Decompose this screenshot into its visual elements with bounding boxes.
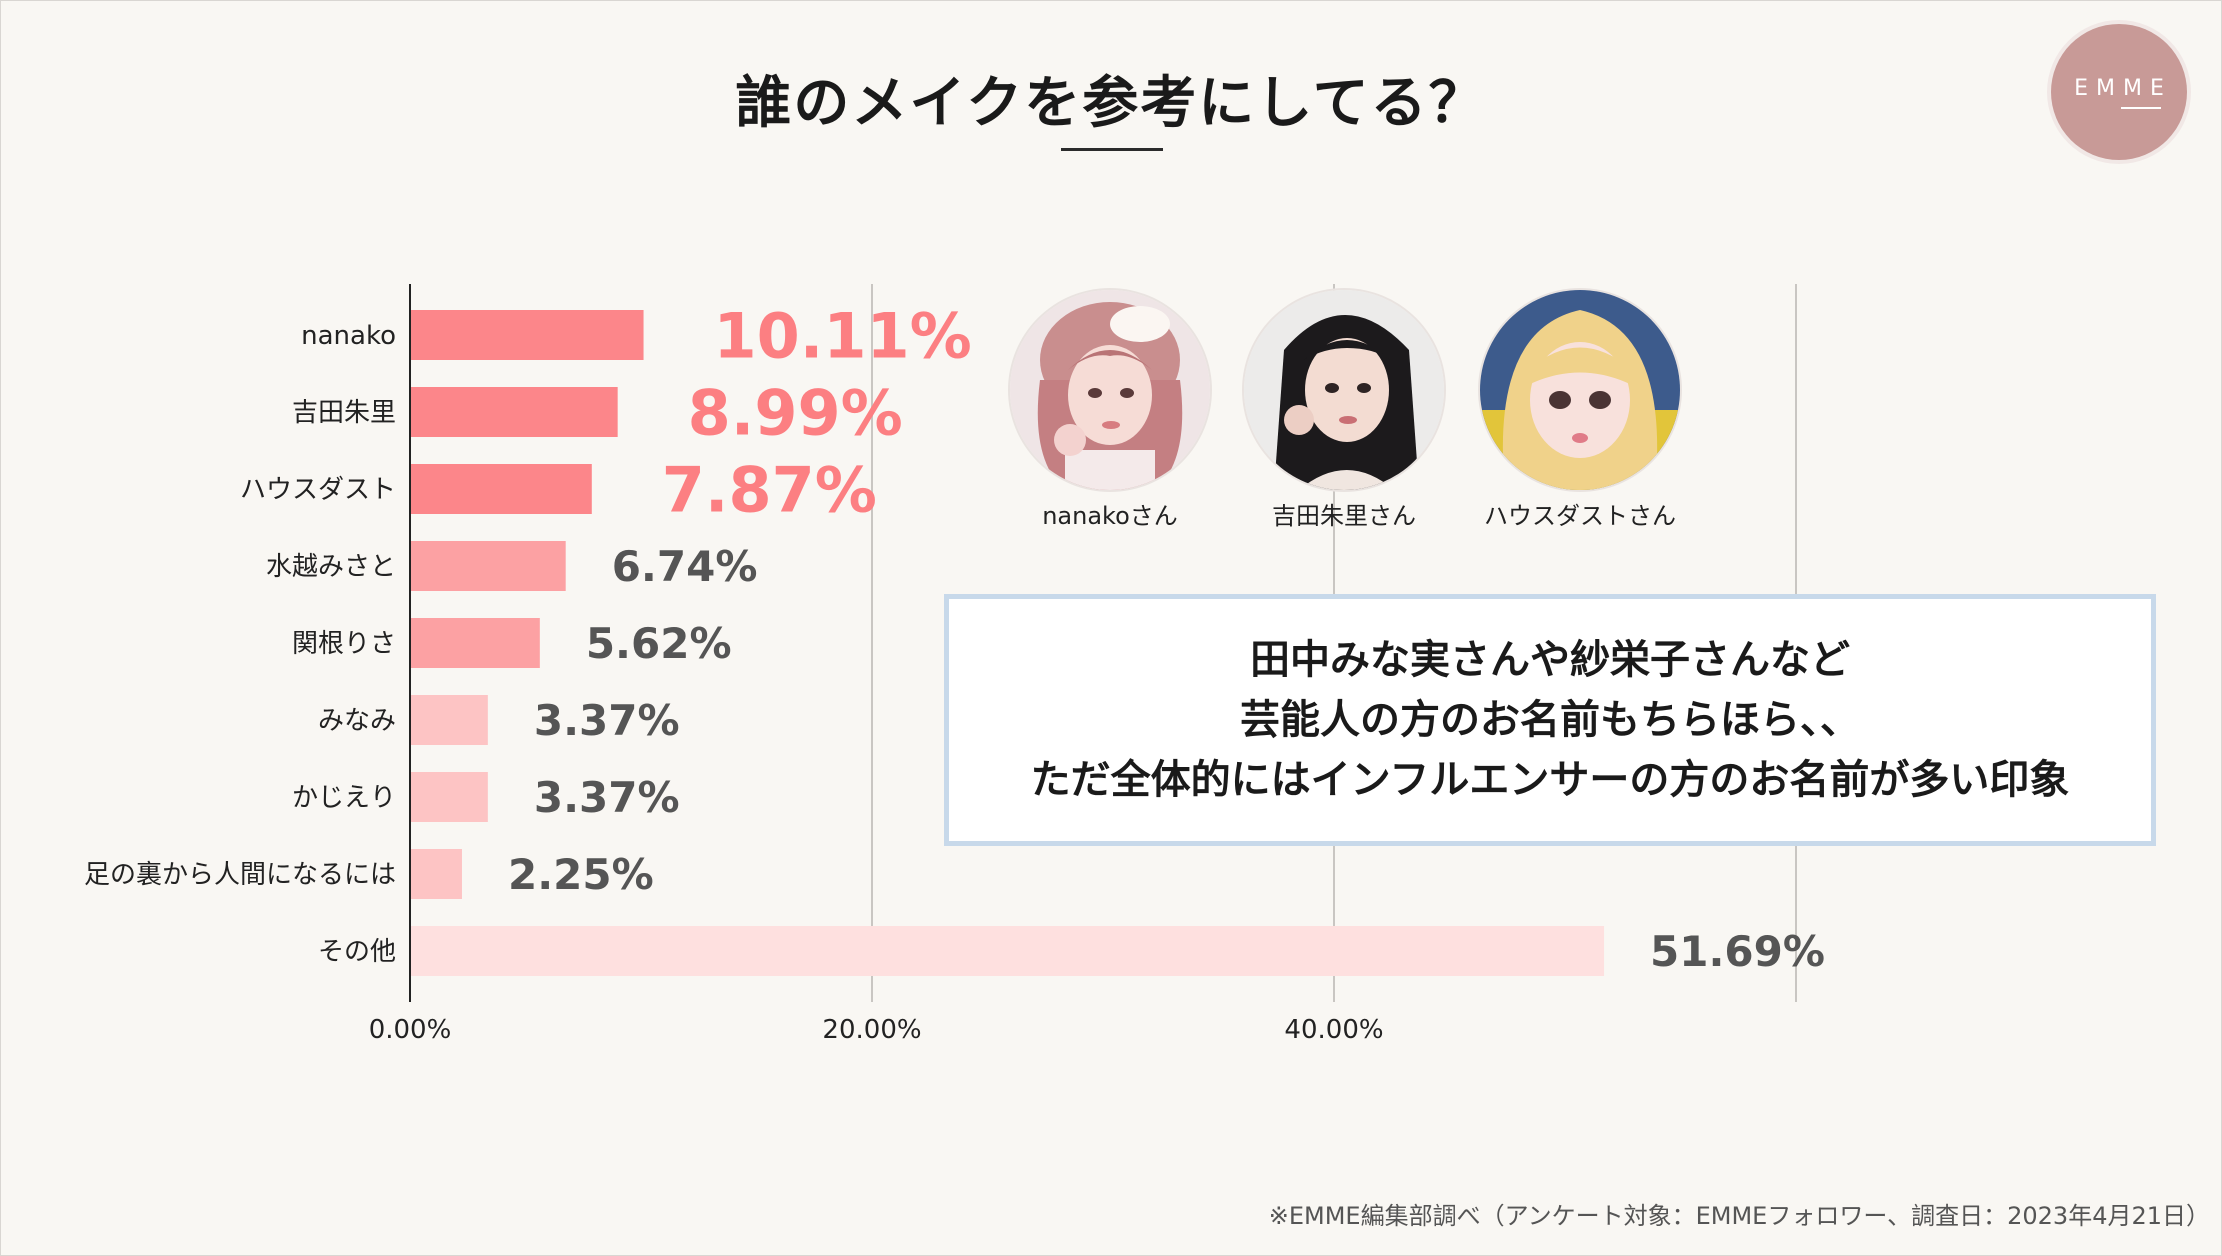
category-label: かじえり [292, 783, 396, 813]
avatar-caption-nanako: nanakoさん [1042, 502, 1178, 530]
page-title: 誰のメイクを参考にしてる？ [735, 71, 1487, 136]
category-label: みなみ [318, 706, 396, 736]
data-label: 3.37% [534, 773, 680, 822]
data-label: 10.11% [714, 299, 972, 372]
avatar-housedust [1480, 290, 1680, 490]
housedust-portrait-icon [1480, 290, 1680, 490]
data-label: 8.99% [688, 376, 903, 449]
x-tick-label: 0.00% [369, 1015, 452, 1045]
bar [410, 849, 462, 899]
comment-line-3: ただ全体的にはインフルエンサーの方のお名前が多い印象 [1030, 757, 2070, 803]
logo-underline [2121, 106, 2161, 109]
yoshida-akari-portrait-icon [1244, 290, 1444, 490]
bar [410, 541, 566, 591]
data-label: 7.87% [662, 453, 877, 526]
comment-line-2: 芸能人の方のお名前もちらほら、、 [1240, 697, 1860, 743]
avatar-caption-yoshida-akari: 吉田朱里さん [1272, 502, 1416, 530]
category-label: nanako [301, 321, 396, 351]
bar [410, 695, 488, 745]
category-label: ハウスダスト [240, 475, 396, 505]
category-label: 吉田朱里 [292, 398, 396, 428]
data-label: 3.37% [534, 696, 680, 745]
bar [410, 464, 592, 514]
data-label: 2.25% [508, 850, 654, 899]
bar [410, 387, 618, 437]
bar [410, 772, 488, 822]
bar [410, 926, 1605, 976]
title-underline [1061, 148, 1163, 151]
x-tick-label: 40.00% [1284, 1015, 1383, 1045]
data-label: 51.69% [1650, 927, 1825, 976]
emme-logo: EMME [2051, 24, 2187, 160]
category-label: 関根りさ [292, 629, 396, 659]
source-footnote: ※EMME編集部調べ（アンケート対象：EMMEフォロワー、調査日：2023年4月… [1268, 1202, 2210, 1230]
category-label: 水越みさと [266, 552, 396, 582]
comment-box: 田中みな実さんや紗栄子さんなど 芸能人の方のお名前もちらほら、、 ただ全体的には… [944, 594, 2156, 846]
logo-text: EMME [2074, 75, 2172, 101]
nanako-portrait-icon [1010, 290, 1210, 490]
avatar-caption-housedust: ハウスダストさん [1484, 502, 1676, 530]
data-label: 5.62% [586, 619, 732, 668]
avatar-yoshida-akari [1244, 290, 1444, 490]
data-label: 6.74% [612, 542, 758, 591]
category-label: 足の裏から人間になるには [84, 860, 396, 890]
comment-line-1: 田中みな実さんや紗栄子さんなど [1250, 637, 1850, 683]
x-tick-label: 20.00% [822, 1015, 921, 1045]
category-label: その他 [318, 937, 396, 967]
bar [410, 310, 644, 360]
bar [410, 618, 540, 668]
avatar-nanako [1010, 290, 1210, 490]
